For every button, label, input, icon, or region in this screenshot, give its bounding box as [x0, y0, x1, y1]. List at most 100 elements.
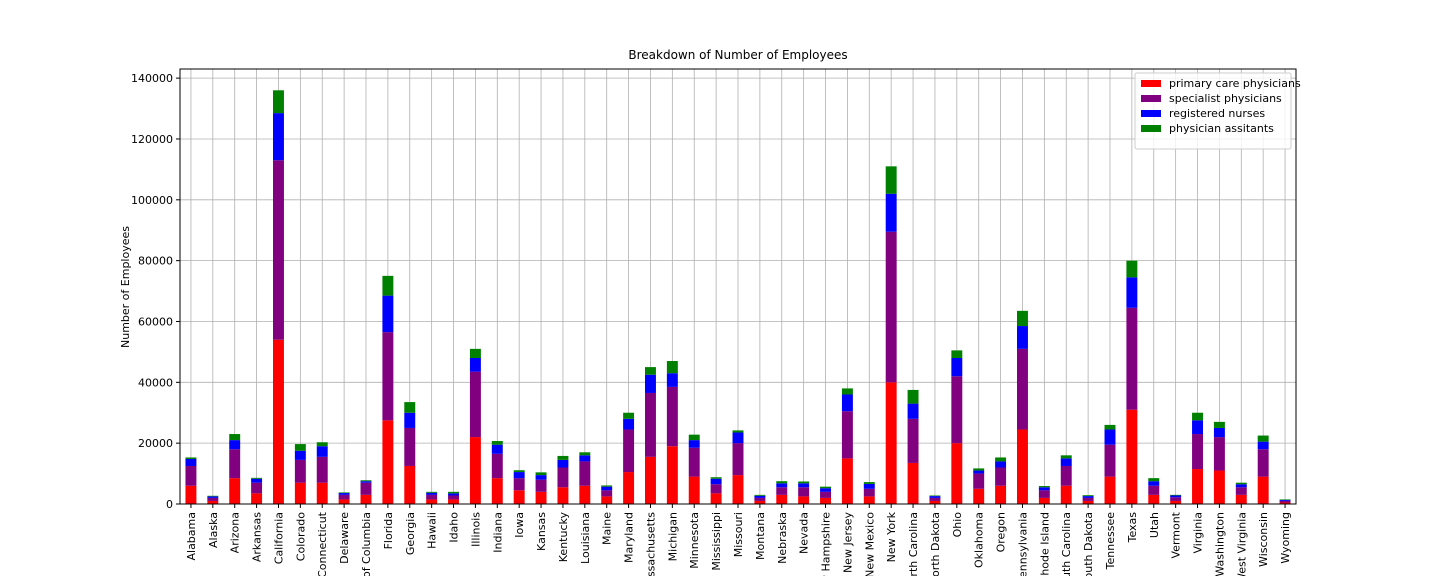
bars: [185, 90, 1291, 504]
bar-segment: [338, 493, 350, 495]
bar-segment: [1192, 420, 1203, 435]
bar-segment: [645, 367, 656, 375]
x-tick-label: Virginia: [1192, 512, 1205, 553]
x-tick-label: South Carolina: [1060, 512, 1073, 576]
bar-segment: [841, 388, 853, 395]
y-tick-label: 100000: [131, 194, 173, 207]
bar-segment: [404, 427, 416, 466]
bar-segment: [732, 443, 744, 476]
x-tick-label: District of Columbia: [360, 512, 373, 576]
bar-segment: [535, 475, 547, 480]
bar-segment: [1192, 434, 1203, 470]
bar-segment: [1213, 470, 1225, 504]
bar-segment: [798, 496, 810, 504]
bar-segment: [382, 332, 394, 421]
bar-segment: [491, 478, 503, 504]
bar-segment: [1213, 437, 1225, 471]
x-tick-label: California: [272, 512, 285, 564]
bar-segment: [710, 477, 722, 479]
bar-segment: [316, 456, 328, 483]
bar-segment: [273, 90, 284, 114]
bar-segment: [579, 452, 591, 456]
bar-segment: [338, 492, 350, 494]
bar-segment: [1104, 476, 1116, 504]
bar-segment: [645, 456, 656, 504]
y-tick-label: 60000: [138, 315, 173, 328]
bar-segment: [1257, 441, 1269, 450]
bar-segment: [1213, 427, 1225, 438]
bar-segment: [951, 350, 963, 358]
x-tick-label: New York: [885, 511, 898, 562]
bar-segment: [995, 467, 1007, 486]
bar-segment: [820, 491, 831, 498]
bar-segment: [404, 465, 416, 504]
x-tick-label: Arkansas: [251, 512, 264, 562]
bar-segment: [973, 473, 985, 489]
bar-segment: [754, 494, 766, 496]
bar-segment: [1038, 486, 1050, 488]
bar-segment: [426, 499, 438, 504]
bar-segment: [1126, 277, 1138, 308]
bar-segment: [1235, 484, 1247, 488]
bar-segment: [841, 411, 853, 459]
bar-segment: [448, 499, 459, 504]
bar-segment: [557, 467, 569, 488]
x-tick-label: Hawaii: [426, 512, 439, 549]
bar-segment: [491, 444, 503, 454]
bar-segment: [448, 493, 459, 496]
x-tick-label: Alabama: [185, 512, 198, 561]
x-tick-label: Mississippi: [710, 512, 723, 571]
bar-segment: [426, 494, 438, 500]
bar-segment: [973, 470, 985, 474]
bar-segment: [1082, 500, 1094, 504]
x-tick-label: Nevada: [798, 512, 811, 554]
bar-segment: [929, 497, 941, 501]
x-tick-label: Maine: [601, 512, 614, 545]
bar-segment: [1170, 500, 1182, 504]
bar-segment: [885, 231, 897, 383]
legend-swatch: [1141, 110, 1161, 117]
bar-segment: [863, 482, 875, 484]
bar-segment: [448, 491, 459, 494]
bar-segment: [798, 483, 810, 488]
bar-segment: [1279, 499, 1291, 501]
bar-segment: [601, 490, 613, 497]
bar-segment: [820, 488, 831, 492]
bar-segment: [382, 275, 394, 296]
bar-segment: [1060, 455, 1072, 459]
bar-segment: [579, 455, 591, 462]
x-tick-label: Idaho: [448, 512, 461, 543]
bar-segment: [491, 441, 503, 445]
bar-segment: [1126, 307, 1138, 410]
bar-segment: [294, 450, 306, 460]
bar-segment: [601, 496, 613, 504]
y-tick-label: 40000: [138, 376, 173, 389]
bar-segment: [251, 478, 263, 483]
bar-segment: [907, 403, 919, 419]
bar-segment: [688, 434, 700, 441]
bar-segment: [820, 486, 831, 489]
bar-segment: [557, 455, 569, 460]
x-tick-label: Missouri: [732, 512, 745, 557]
x-tick-label: Kentucky: [557, 512, 570, 563]
bar-segment: [1170, 495, 1182, 498]
bar-segment: [513, 472, 525, 479]
x-tick-label: Ohio: [951, 512, 964, 538]
x-tick-label: Oklahoma: [973, 512, 986, 568]
bar-segment: [360, 480, 372, 482]
legend-swatch: [1141, 125, 1161, 132]
bar-segment: [929, 495, 941, 497]
x-tick-label: Texas: [1126, 512, 1139, 544]
bar-segment: [929, 500, 941, 504]
bar-segment: [951, 376, 963, 444]
x-tick-label: Arizona: [229, 512, 242, 553]
bar-segment: [995, 457, 1007, 462]
bar-segment: [207, 497, 219, 501]
bar-segment: [426, 491, 438, 493]
plot-frame: [179, 68, 1297, 505]
bar-segment: [251, 482, 263, 494]
bar-segment: [951, 357, 963, 377]
chart-title: Breakdown of Number of Employees: [628, 48, 847, 62]
bar-segment: [1148, 494, 1160, 504]
bar-segment: [1257, 476, 1269, 504]
